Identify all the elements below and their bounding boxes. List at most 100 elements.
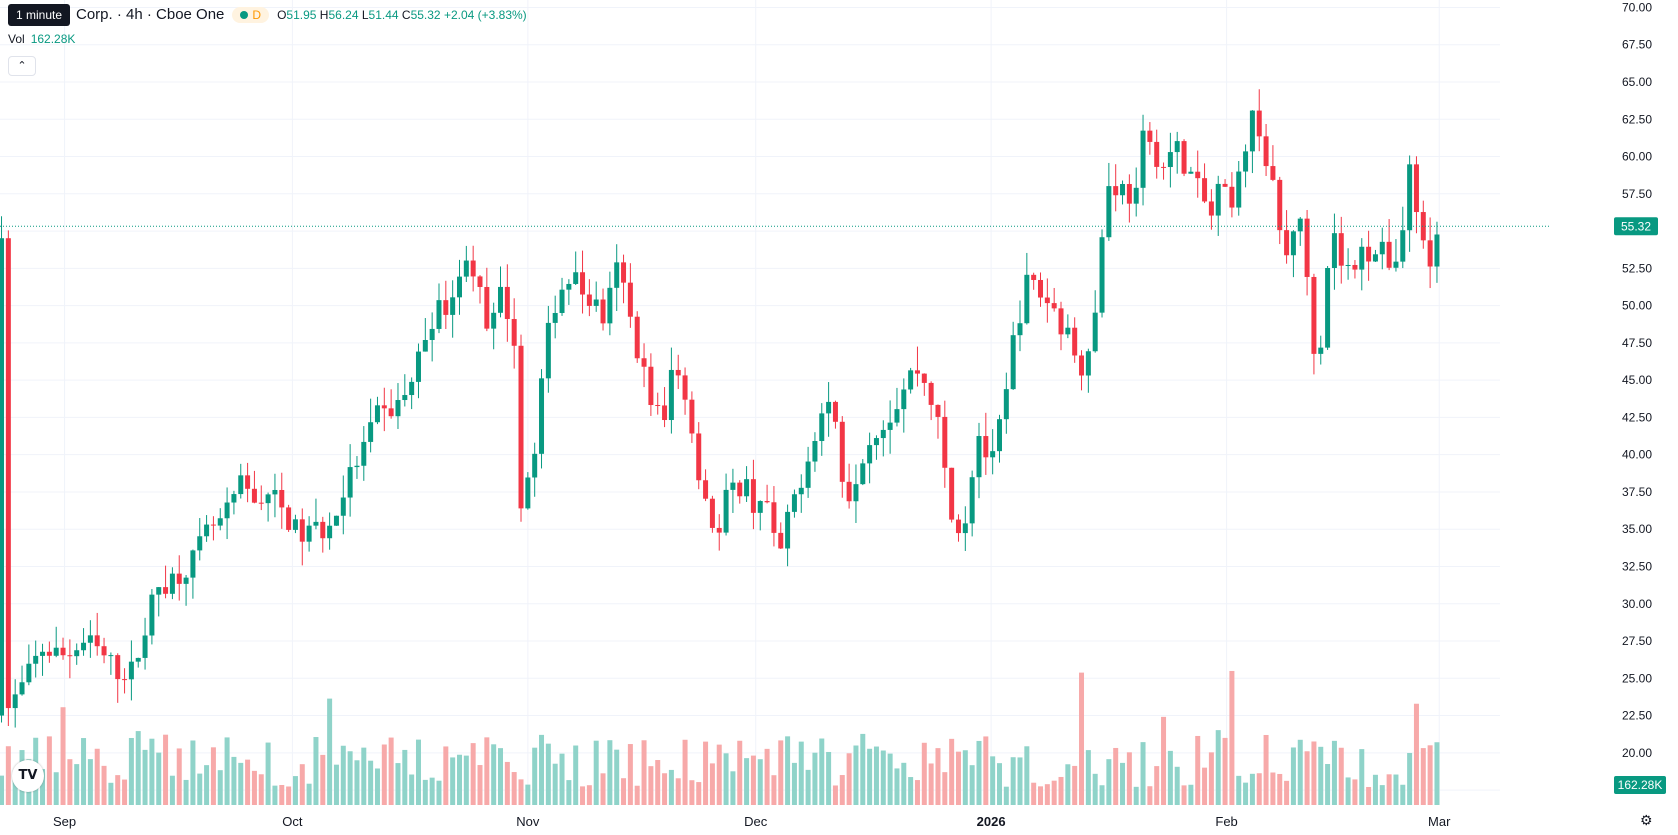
volume-bar <box>1113 747 1119 805</box>
candle-body <box>1106 186 1112 238</box>
volume-bar <box>812 752 818 805</box>
candle-body <box>156 587 162 595</box>
last-price-label: 55.32 <box>1621 219 1651 233</box>
volume-bar <box>1434 742 1440 805</box>
candle-body <box>60 647 66 656</box>
volume-bar <box>730 771 736 805</box>
volume-bar <box>860 733 866 805</box>
volume-bar <box>122 779 128 805</box>
candle-body <box>422 340 428 352</box>
candle-body <box>429 328 435 341</box>
candle-body <box>1304 218 1310 277</box>
candle-body <box>1140 130 1146 188</box>
candle-body <box>1085 351 1091 376</box>
last-volume-label: 162.28K <box>1618 778 1663 792</box>
candle-body <box>983 436 989 458</box>
volume-bar <box>1284 780 1290 805</box>
volume-bar <box>1003 786 1009 805</box>
volume-bar <box>272 785 278 805</box>
volume-bar <box>1085 750 1091 805</box>
candle-body <box>791 494 797 512</box>
volume-bar <box>1297 739 1303 805</box>
y-tick-label: 67.50 <box>1622 38 1652 52</box>
candle-body <box>81 642 87 651</box>
volume-bar <box>245 759 251 805</box>
candle-body <box>498 286 504 313</box>
candle-body <box>210 524 216 526</box>
volume-bar <box>511 772 517 805</box>
candle-body <box>1379 241 1385 255</box>
candle-body <box>1229 186 1235 208</box>
volume-bar <box>703 741 709 805</box>
market-status-badge[interactable]: D <box>232 6 270 23</box>
volume-bar <box>320 754 326 805</box>
volume-bar <box>1372 774 1378 805</box>
candle-body <box>648 366 654 406</box>
volume-bar <box>1243 782 1249 805</box>
y-tick-label: 37.50 <box>1622 485 1652 499</box>
collapse-legend-button[interactable]: ⌃ <box>8 56 36 76</box>
candle-body <box>914 370 920 374</box>
candle-body <box>552 312 558 323</box>
candle-body <box>949 467 955 520</box>
volume-bar <box>224 737 230 805</box>
candle-body <box>1133 187 1139 204</box>
volume-bar <box>976 740 982 805</box>
candle-body <box>832 401 838 422</box>
candle-body <box>265 494 271 504</box>
volume-bar <box>313 737 319 805</box>
settings-gear-icon[interactable]: ⚙ <box>1640 812 1653 828</box>
candle-body <box>1256 110 1262 137</box>
tradingview-logo-icon[interactable]: TV <box>12 760 44 792</box>
volume-bar <box>655 760 661 805</box>
y-tick-label: 62.50 <box>1622 112 1652 126</box>
x-tick-label: 2026 <box>977 814 1006 829</box>
candle-body <box>26 663 32 683</box>
volume-bar <box>621 778 627 805</box>
volume-bar <box>1188 784 1194 805</box>
candle-body <box>142 635 148 658</box>
candle-body <box>251 488 257 503</box>
volume-bar <box>867 748 873 805</box>
candle-body <box>1413 164 1419 213</box>
candle-body <box>1331 233 1337 268</box>
volume-bar <box>1017 757 1023 805</box>
volume-bar <box>1044 784 1050 805</box>
candle-body <box>0 238 5 716</box>
candle-body <box>1017 323 1023 336</box>
candle-body <box>675 369 681 376</box>
volume-bar <box>94 748 100 805</box>
symbol-title[interactable]: Corp. · 4h · Cboe One <box>76 6 225 23</box>
candle-body <box>354 465 360 468</box>
candle-body <box>463 260 469 277</box>
volume-bar <box>183 779 189 805</box>
candle-body <box>655 405 661 407</box>
candle-body <box>381 405 387 409</box>
volume-bar <box>374 768 380 805</box>
candle-body <box>1024 274 1030 324</box>
candle-body <box>135 657 141 662</box>
market-open-dot-icon <box>240 10 249 19</box>
candle-body <box>860 463 866 485</box>
candle-body <box>169 573 175 594</box>
volume-bar <box>668 769 674 805</box>
candle-body <box>402 395 408 401</box>
candle-body <box>839 421 845 482</box>
candle-body <box>771 502 777 533</box>
candle-body <box>122 679 128 681</box>
high-label: H <box>319 7 329 22</box>
candle-body <box>873 438 879 446</box>
candle-body <box>1079 355 1085 376</box>
volume-bar <box>12 773 18 805</box>
candle-body <box>969 477 975 524</box>
volume-bar <box>354 760 360 805</box>
volume-bar <box>1352 779 1358 805</box>
candle-body <box>750 479 756 513</box>
candle-body <box>1120 184 1126 196</box>
volume-bar <box>552 763 558 805</box>
candle-body <box>53 647 59 656</box>
volume-bar <box>791 762 797 805</box>
y-tick-label: 47.50 <box>1622 336 1652 350</box>
volume-bar <box>1331 740 1337 805</box>
